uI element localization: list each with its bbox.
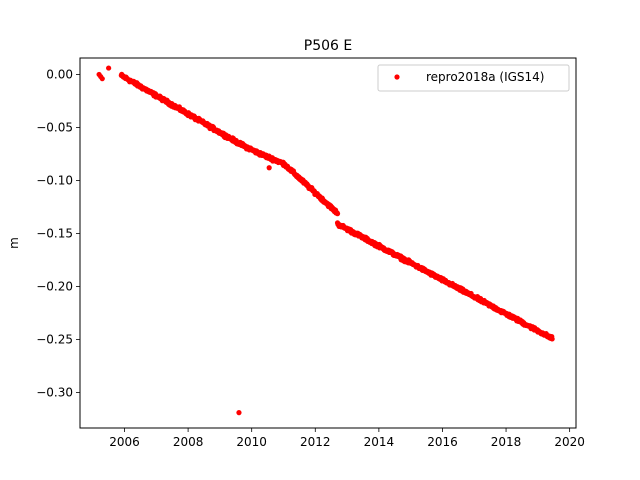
y-tick-label: −0.15: [36, 226, 73, 240]
x-tick-label: 2016: [427, 435, 458, 449]
x-tick-label: 2012: [300, 435, 331, 449]
y-tick-label: −0.05: [36, 120, 73, 134]
plot-area: 2006 2008 2010 2012 2014 2016 2018 2020 0.00 −0.…: [36, 57, 585, 449]
x-tick-label: 2014: [364, 435, 395, 449]
axes-border: [79, 57, 577, 429]
legend-label: repro2018a (IGS14): [426, 70, 544, 84]
data-point-outlier: [236, 410, 242, 416]
data-point-outlier: [106, 65, 112, 71]
legend: repro2018a (IGS14): [377, 64, 570, 92]
y-tick-label: −0.10: [36, 173, 73, 187]
data-point: [549, 336, 555, 342]
x-tick-label: 2008: [173, 435, 204, 449]
data-point-outlier: [99, 76, 105, 82]
x-tick-label: 2018: [491, 435, 522, 449]
y-tick-label: −0.30: [36, 385, 73, 399]
x-tick-label: 2020: [554, 435, 585, 449]
chart-title: P506 E: [304, 38, 352, 54]
x-tick-label: 2010: [236, 435, 267, 449]
y-axis-label: m: [7, 237, 21, 249]
y-tick-label: 0.00: [46, 67, 73, 81]
plot-frame: [80, 58, 576, 428]
y-tick-label: −0.25: [36, 332, 73, 346]
data-point: [334, 211, 341, 217]
y-tick-label: −0.20: [36, 279, 73, 293]
x-tick-label: 2006: [109, 435, 140, 449]
y-axis-ticks: 0.00 −0.05 −0.10 −0.15 −0.20 −0.25 −0.30: [36, 67, 80, 399]
data-point-outlier: [266, 165, 272, 171]
data-points: [96, 65, 555, 416]
legend-marker: [394, 74, 400, 80]
x-axis-ticks: 2006 2008 2010 2012 2014 2016 2018 2020: [109, 428, 585, 449]
legend-box: [377, 64, 570, 92]
